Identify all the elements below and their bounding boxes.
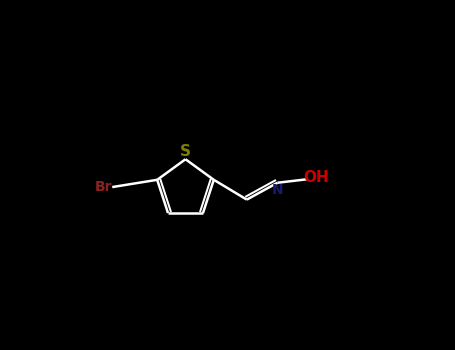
Text: Br: Br (95, 180, 112, 194)
Text: S: S (180, 144, 191, 159)
Text: OH: OH (303, 170, 329, 185)
Text: N: N (272, 183, 283, 197)
